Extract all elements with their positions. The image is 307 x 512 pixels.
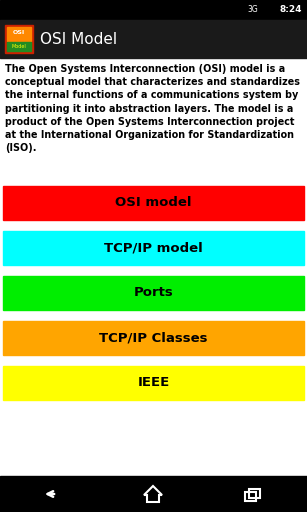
Bar (3, 321, 304, 355)
Text: Model: Model (12, 44, 26, 49)
Bar (3, 276, 304, 310)
Text: Ports: Ports (134, 287, 173, 300)
Bar (5, 25, 33, 53)
Text: TCP/IP Classes: TCP/IP Classes (99, 331, 208, 345)
Bar (249, 489, 260, 498)
Bar (7, 27, 31, 41)
Text: OSI: OSI (13, 30, 25, 34)
Text: OSI Model: OSI Model (40, 32, 117, 47)
Bar (0, 0, 307, 20)
Text: IEEE: IEEE (137, 376, 170, 390)
Text: 3G: 3G (247, 6, 258, 14)
Text: The Open Systems Interconnection (OSI) model is a conceptual model that characte: The Open Systems Interconnection (OSI) m… (5, 64, 300, 153)
Text: OSI model: OSI model (115, 197, 192, 209)
Bar (245, 492, 256, 501)
Text: TCP/IP model: TCP/IP model (104, 242, 203, 254)
Bar (0, 476, 307, 512)
Text: 8:24: 8:24 (279, 6, 302, 14)
Bar (3, 231, 304, 265)
Bar (3, 366, 304, 400)
Bar (0, 20, 307, 58)
Bar (7, 42, 31, 51)
Bar (3, 186, 304, 220)
